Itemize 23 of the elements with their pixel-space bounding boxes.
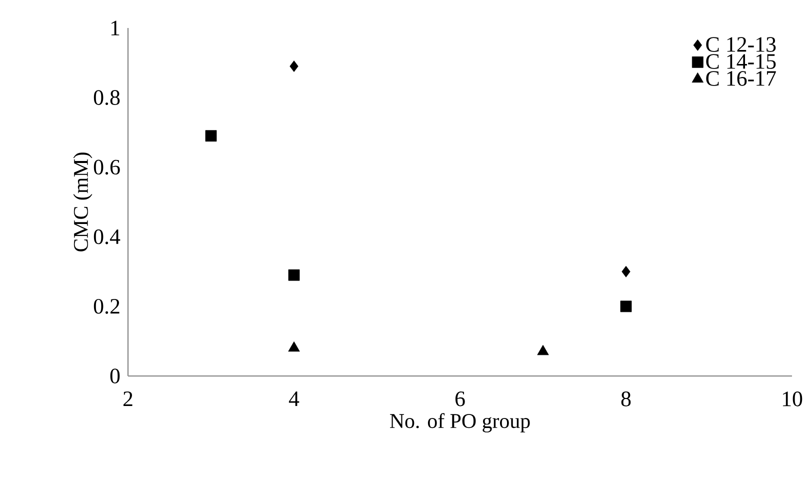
x-tick-label: 6 bbox=[455, 392, 465, 406]
x-tick-label: 2 bbox=[123, 392, 132, 406]
legend-label: C 12-13 bbox=[706, 37, 776, 52]
point bbox=[288, 269, 300, 281]
point bbox=[290, 60, 298, 72]
legend-label: C 16-17 bbox=[706, 71, 776, 86]
x-axis-title: No. of PO group bbox=[390, 413, 530, 432]
y-tick-label: 0.4 bbox=[94, 229, 120, 244]
x-tick-label: 8 bbox=[621, 392, 631, 406]
point bbox=[620, 300, 632, 312]
point bbox=[288, 341, 300, 352]
y-tick-label: 0.8 bbox=[94, 90, 120, 106]
x-tick-label: 10 bbox=[782, 392, 802, 406]
y-tick-label: 1 bbox=[111, 20, 120, 36]
legend-label: C 14-15 bbox=[706, 54, 776, 69]
x-tick-label: 4 bbox=[288, 392, 300, 406]
y-axis-title: CMC (mM) bbox=[73, 152, 92, 252]
y-tick-label: 0.6 bbox=[94, 160, 120, 175]
y-tick-label: 0.2 bbox=[94, 298, 120, 314]
point bbox=[622, 266, 630, 278]
point bbox=[205, 130, 217, 142]
point bbox=[537, 344, 549, 356]
y-tick-label: 0 bbox=[110, 368, 120, 384]
